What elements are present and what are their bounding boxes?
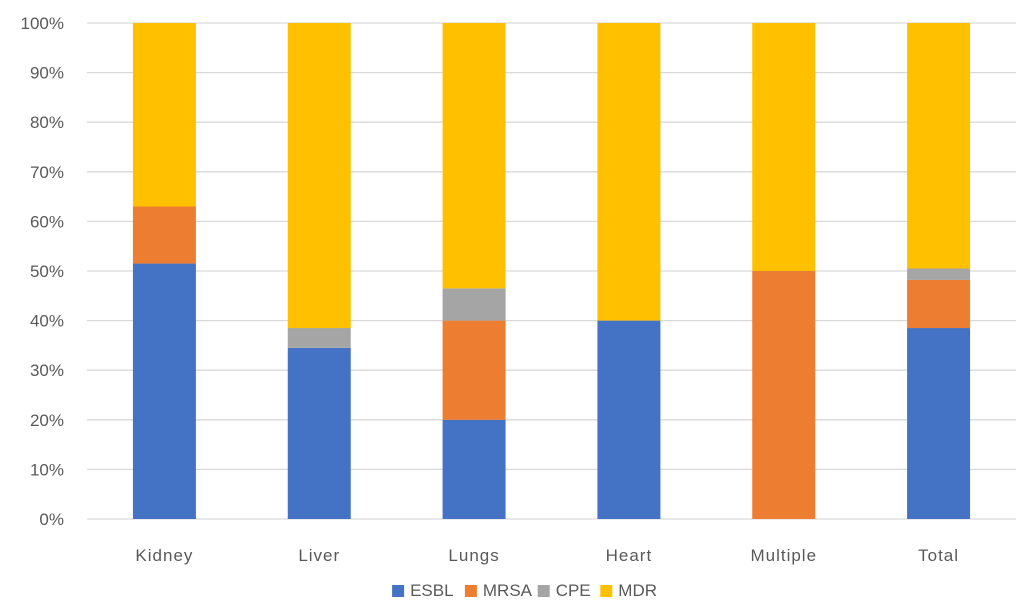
bars [132,23,971,519]
legend-swatch-cpe [537,585,550,597]
legend-swatch-mrsa [464,585,477,597]
gridlines [87,22,1016,520]
bar-segment-esbl-liver [287,347,351,519]
bar-segment-cpe-liver [287,328,351,348]
legend-label-mrsa: MRSA [483,581,533,600]
bar-segment-mdr-kidney [132,23,196,207]
bar-segment-mdr-total [907,23,971,269]
x-tick-label: Heart [606,546,653,565]
y-tick-label: 30% [30,361,64,380]
x-tick-label: Lungs [448,546,499,565]
y-tick-label: 100% [21,14,64,33]
y-tick-label: 80% [30,113,64,132]
y-tick-label: 50% [30,262,64,281]
x-tick-label: Multiple [750,546,817,565]
legend-label-esbl: ESBL [410,581,453,600]
legend-label-cpe: CPE [556,581,591,600]
bar-segment-mrsa-lungs [442,320,506,420]
y-tick-label: 0% [39,510,64,529]
bar-segment-mdr-multiple [752,23,816,271]
y-tick-label: 60% [30,212,64,231]
bar-segment-esbl-heart [597,320,661,519]
y-tick-label: 70% [30,163,64,182]
bar-segment-esbl-kidney [132,263,196,519]
bar-segment-mrsa-total [907,279,971,329]
bar-segment-mdr-heart [597,23,661,321]
bar-segment-cpe-total [907,268,971,280]
bar-segment-cpe-lungs [442,288,506,321]
legend-swatch-mdr [600,585,613,597]
y-tick-label: 90% [30,64,64,83]
bar-segment-esbl-lungs [442,419,506,519]
y-tick-label: 40% [30,312,64,331]
bar-segment-mdr-liver [287,23,351,329]
legend-swatch-esbl [392,585,405,597]
bar-segment-mrsa-kidney [132,206,196,264]
legend-label-mdr: MDR [618,581,657,600]
x-tick-label: Kidney [135,546,193,565]
bar-segment-mrsa-multiple [752,271,816,519]
axes: 0% 10% 20% 30% 40% 50% 60% 70% 80% 90% 100% Kidney L… [21,14,959,565]
legend: ESBL MRSA CPE MDR [392,581,657,600]
y-tick-label: 20% [30,411,64,430]
y-tick-label: 10% [30,460,64,479]
x-tick-label: Total [918,546,959,565]
bar-segment-esbl-total [907,328,971,519]
x-tick-label: Liver [298,546,340,565]
bar-segment-mdr-lungs [442,23,506,289]
